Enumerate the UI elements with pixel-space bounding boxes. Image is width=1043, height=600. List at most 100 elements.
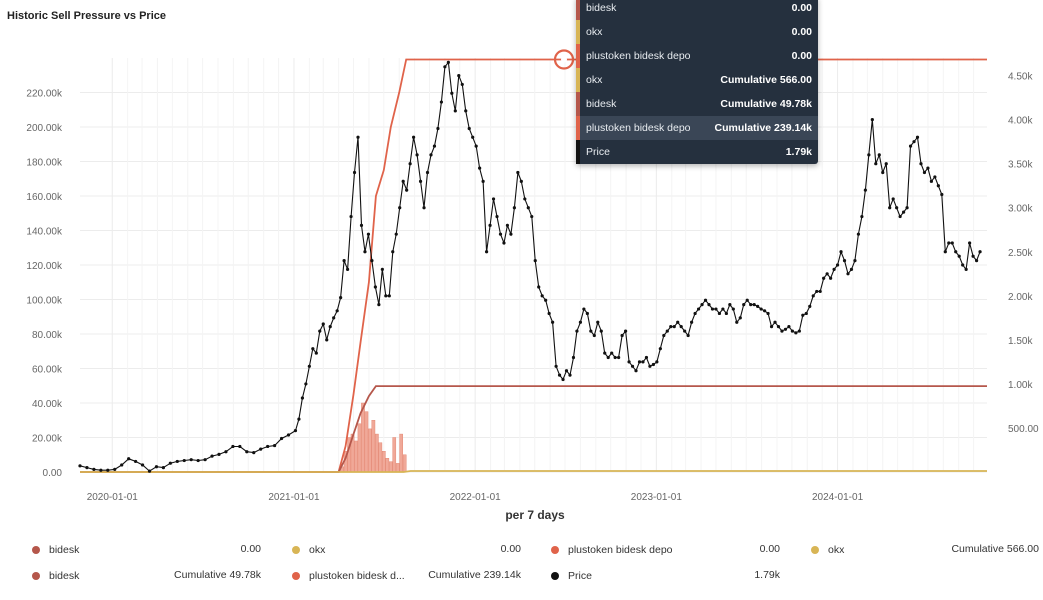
- price-point: [429, 153, 433, 157]
- tooltip-swatch: [576, 92, 580, 116]
- tooltip-series-name: Price: [586, 146, 610, 158]
- chart-legend: bidesk 0.00 okx 0.00 plustoken bidesk de…: [0, 535, 1043, 595]
- price-point: [895, 206, 899, 210]
- chart-title: Historic Sell Pressure vs Price: [7, 10, 166, 22]
- price-point: [571, 355, 576, 360]
- price-point: [717, 311, 722, 316]
- price-point: [495, 214, 499, 219]
- price-point: [630, 364, 635, 368]
- price-point: [669, 325, 673, 329]
- legend-item-bidesk[interactable]: bidesk: [32, 542, 79, 558]
- price-point: [961, 263, 965, 267]
- legend-item-okx-cumulative[interactable]: okx: [811, 542, 844, 558]
- price-point: [606, 355, 610, 360]
- x-tick-label: 2024-01-01: [812, 492, 864, 503]
- price-point: [314, 351, 318, 355]
- price-point: [467, 126, 471, 131]
- price-point: [318, 329, 322, 333]
- price-point: [690, 320, 694, 324]
- price-point: [599, 329, 603, 333]
- price-point: [332, 316, 336, 320]
- price-point: [867, 153, 871, 157]
- tooltip-series-name: okx: [586, 74, 603, 86]
- price-point: [377, 303, 381, 307]
- price-point: [623, 329, 628, 333]
- price-point: [648, 364, 652, 368]
- price-point: [557, 373, 562, 377]
- price-point: [519, 179, 523, 183]
- price-point: [533, 258, 537, 263]
- price-point: [300, 396, 305, 400]
- price-point: [196, 458, 200, 463]
- price-point: [863, 188, 867, 192]
- price-point: [651, 362, 655, 367]
- price-point: [735, 320, 739, 324]
- price-point: [380, 267, 384, 272]
- price-point: [856, 232, 861, 236]
- x-tick-label: 2021-01-01: [268, 492, 320, 503]
- legend-item-price[interactable]: Price: [551, 568, 592, 584]
- price-point: [238, 444, 242, 449]
- sell-bar: [368, 428, 372, 473]
- price-point: [964, 267, 968, 272]
- cumulative-line-bidesk: [80, 385, 987, 473]
- price-point: [766, 311, 770, 316]
- price-point: [783, 327, 788, 331]
- price-point: [502, 241, 506, 245]
- price-point: [592, 333, 596, 338]
- price-point: [957, 254, 961, 258]
- price-point: [304, 382, 308, 386]
- tooltip-series-name: bidesk: [586, 98, 617, 110]
- price-point: [641, 360, 645, 364]
- price-point: [78, 464, 82, 468]
- price-point: [373, 285, 377, 289]
- price-point: [790, 329, 794, 333]
- price-point: [460, 82, 464, 87]
- price-point: [655, 360, 659, 364]
- tooltip-swatch: [576, 140, 580, 164]
- price-point: [940, 192, 944, 197]
- price-point: [311, 347, 315, 351]
- tooltip-series-value: Cumulative 49.78k: [720, 98, 812, 110]
- sell-bar: [385, 458, 390, 473]
- legend-dot: [32, 572, 40, 580]
- price-point: [912, 140, 916, 144]
- price-point: [359, 223, 364, 227]
- price-point: [575, 329, 579, 333]
- price-point: [509, 232, 513, 236]
- price-point: [787, 325, 791, 329]
- cumulative-line-okx: [80, 470, 987, 473]
- price-point: [898, 214, 902, 219]
- price-point: [266, 444, 270, 449]
- sell-bar: [382, 451, 386, 473]
- y2-tick-label: 1.50k: [1008, 336, 1033, 347]
- legend-item-plustoken[interactable]: plustoken bidesk depo: [551, 542, 673, 558]
- sell-bar: [378, 442, 383, 473]
- price-point: [154, 465, 159, 469]
- sell-bar: [361, 402, 365, 473]
- price-point: [512, 206, 516, 210]
- tooltip-row-plustoken-cumulative: plustoken bidesk depo Cumulative 239.14k: [576, 116, 818, 140]
- price-point: [658, 347, 662, 351]
- y2-tick-label: 3.00k: [1008, 204, 1033, 215]
- price-point: [405, 188, 409, 192]
- price-point: [140, 463, 145, 467]
- price-point: [363, 250, 367, 254]
- price-point: [968, 241, 972, 245]
- price-point: [707, 303, 711, 307]
- legend-item-bidesk-cumulative[interactable]: bidesk: [32, 568, 79, 584]
- price-point: [415, 153, 419, 157]
- tooltip-series-name: okx: [586, 26, 603, 38]
- legend-value: Cumulative 49.78k: [174, 569, 261, 581]
- y2-tick-label: 3.50k: [1008, 160, 1033, 171]
- price-point: [92, 467, 96, 471]
- price-point: [617, 355, 621, 360]
- legend-item-okx[interactable]: okx: [292, 542, 325, 558]
- price-point: [728, 303, 732, 307]
- price-point: [217, 452, 221, 456]
- price-point: [352, 170, 357, 175]
- legend-item-plustoken-cumulative[interactable]: plustoken bidesk d...: [292, 568, 405, 584]
- price-point: [846, 272, 850, 276]
- price-point: [936, 184, 940, 188]
